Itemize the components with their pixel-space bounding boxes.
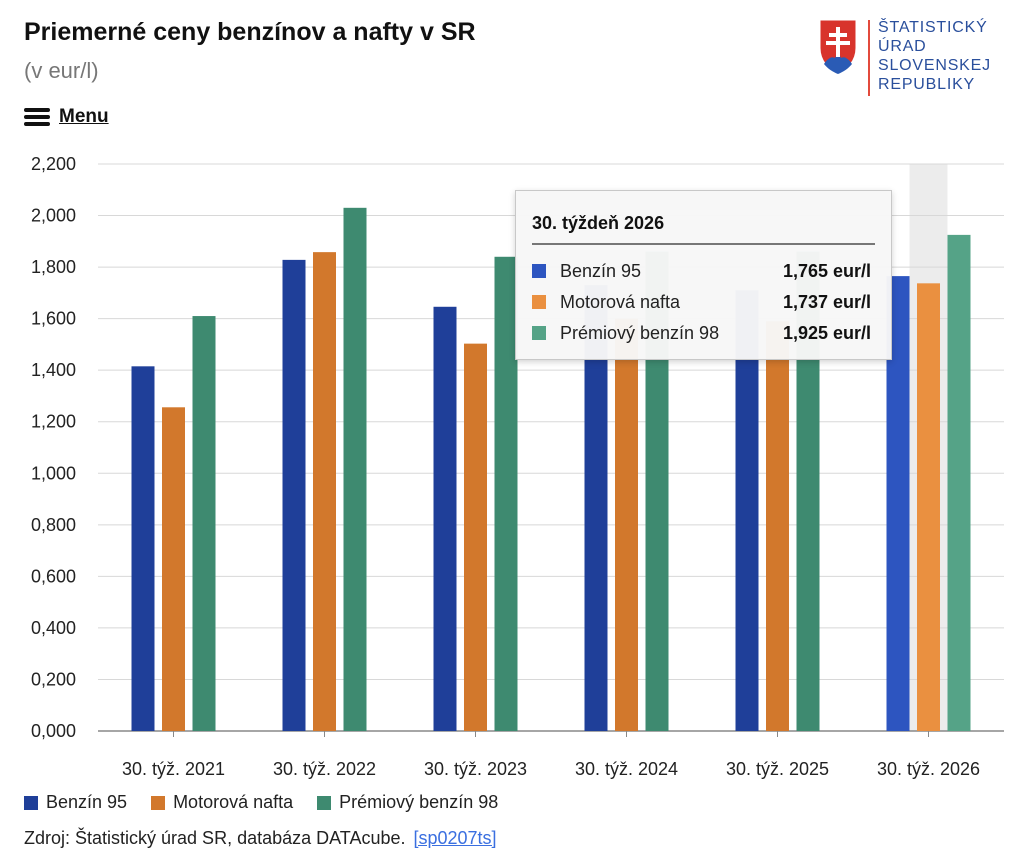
chart-tooltip: 30. týždeň 2026 Benzín 95 1,765 eur/l Mo…	[515, 190, 892, 360]
x-tick-label: 30. týž. 2024	[575, 759, 678, 779]
y-tick-label: 2,000	[31, 206, 76, 226]
y-tick-label: 1,800	[31, 257, 76, 277]
legend-item-benzin95[interactable]: Benzín 95	[24, 792, 127, 813]
logo-divider	[868, 20, 870, 96]
source-text: Zdroj: Štatistický úrad SR, databáza DAT…	[24, 828, 406, 848]
tooltip-divider	[532, 243, 875, 245]
bar-benzin95	[131, 366, 155, 731]
tooltip-series-value: 1,737 eur/l	[782, 291, 871, 312]
chart-legend: Benzín 95 Motorová nafta Prémiový benzín…	[24, 792, 522, 813]
menu-button[interactable]: Menu	[24, 106, 109, 128]
bar-premium98	[645, 251, 669, 732]
legend-item-nafta[interactable]: Motorová nafta	[151, 792, 293, 813]
legend-label: Motorová nafta	[173, 792, 294, 812]
tooltip-swatch-benzin95	[532, 264, 546, 278]
y-tick-label: 0,600	[31, 566, 76, 586]
x-tick-label: 30. týž. 2023	[424, 759, 527, 779]
chart-title: Priemerné ceny benzínov a nafty v SR	[24, 18, 476, 46]
chart-subtitle: (v eur/l)	[24, 58, 99, 83]
bar-nafta	[766, 321, 789, 731]
bar-benzin95	[433, 306, 457, 731]
bar-premium98	[343, 207, 367, 732]
logo-line-4: REPUBLIKY	[878, 76, 976, 93]
x-tick-label: 30. týž. 2022	[273, 759, 376, 779]
logo-line-1: ŠTATISTICKÝ	[878, 19, 988, 36]
bar-nafta	[615, 318, 638, 731]
legend-swatch-premium98	[317, 795, 332, 810]
bar-benzin95	[735, 290, 759, 731]
slovak-coat-of-arms-icon	[819, 19, 857, 75]
statistical-office-logo[interactable]: ŠTATISTICKÝ ÚRAD SLOVENSKEJ REPUBLIKY	[818, 18, 991, 96]
bar-benzin95	[584, 285, 608, 731]
tooltip-series-name: Benzín 95	[560, 260, 642, 281]
y-tick-label: 1,600	[31, 309, 76, 329]
bar-nafta	[917, 283, 940, 731]
tooltip-title: 30. týždeň 2026	[532, 213, 665, 233]
tooltip-swatch-nafta	[532, 295, 546, 309]
legend-label: Benzín 95	[46, 792, 128, 812]
legend-swatch-benzin95	[24, 795, 38, 810]
tooltip-swatch-premium98	[532, 326, 546, 340]
bar-benzin95	[886, 276, 910, 731]
y-tick-label: 1,400	[31, 360, 76, 380]
hamburger-icon	[24, 107, 50, 127]
tooltip-series-value: 1,765 eur/l	[782, 260, 871, 281]
bar-premium98	[192, 316, 216, 731]
y-tick-label: 0,400	[31, 618, 76, 638]
source-link[interactable]: [sp0207ts]	[413, 828, 497, 848]
bar-nafta	[313, 252, 336, 731]
legend-swatch-nafta	[151, 795, 166, 810]
bar-nafta	[162, 407, 185, 731]
x-tick-label: 30. týž. 2021	[122, 759, 225, 779]
source-note: Zdroj: Štatistický úrad SR, databáza DAT…	[24, 828, 497, 849]
logo-line-2: ÚRAD	[878, 38, 927, 55]
y-tick-label: 0,800	[31, 515, 76, 535]
y-tick-label: 1,200	[31, 412, 76, 432]
menu-label: Menu	[59, 106, 109, 127]
y-tick-label: 0,200	[31, 669, 76, 689]
bar-nafta	[464, 343, 487, 731]
tooltip-series-value: 1,925 eur/l	[782, 322, 871, 343]
bar-premium98	[947, 234, 971, 731]
legend-label: Prémiový benzín 98	[339, 792, 499, 812]
logo-line-3: SLOVENSKEJ	[878, 57, 991, 74]
bar-premium98	[796, 251, 820, 732]
x-tick-label: 30. týž. 2026	[877, 759, 980, 779]
bar-chart: 0,000 0,200 0,400 0,600 0,800 1,000 1,200 1,400…	[31, 154, 1004, 779]
bar-benzin95	[282, 259, 306, 731]
y-tick-label: 1,000	[31, 463, 76, 483]
logo-text: ŠTATISTICKÝ ÚRAD SLOVENSKEJ REPUBLIKY	[878, 18, 991, 96]
y-tick-label: 2,200	[31, 154, 76, 174]
tooltip-series-name: Motorová nafta	[560, 291, 681, 312]
x-tick-label: 30. týž. 2025	[726, 759, 829, 779]
tooltip-series-name: Prémiový benzín 98	[560, 322, 720, 343]
legend-item-premium98[interactable]: Prémiový benzín 98	[317, 792, 498, 813]
bar-premium98	[494, 256, 518, 731]
y-tick-label: 0,000	[31, 721, 76, 741]
tooltip-row-benzin95: Benzín 95 1,765 eur/l	[532, 259, 871, 283]
tooltip-row-premium98: Prémiový benzín 98 1,925 eur/l	[532, 321, 871, 345]
tooltip-row-nafta: Motorová nafta 1,737 eur/l	[532, 290, 871, 314]
